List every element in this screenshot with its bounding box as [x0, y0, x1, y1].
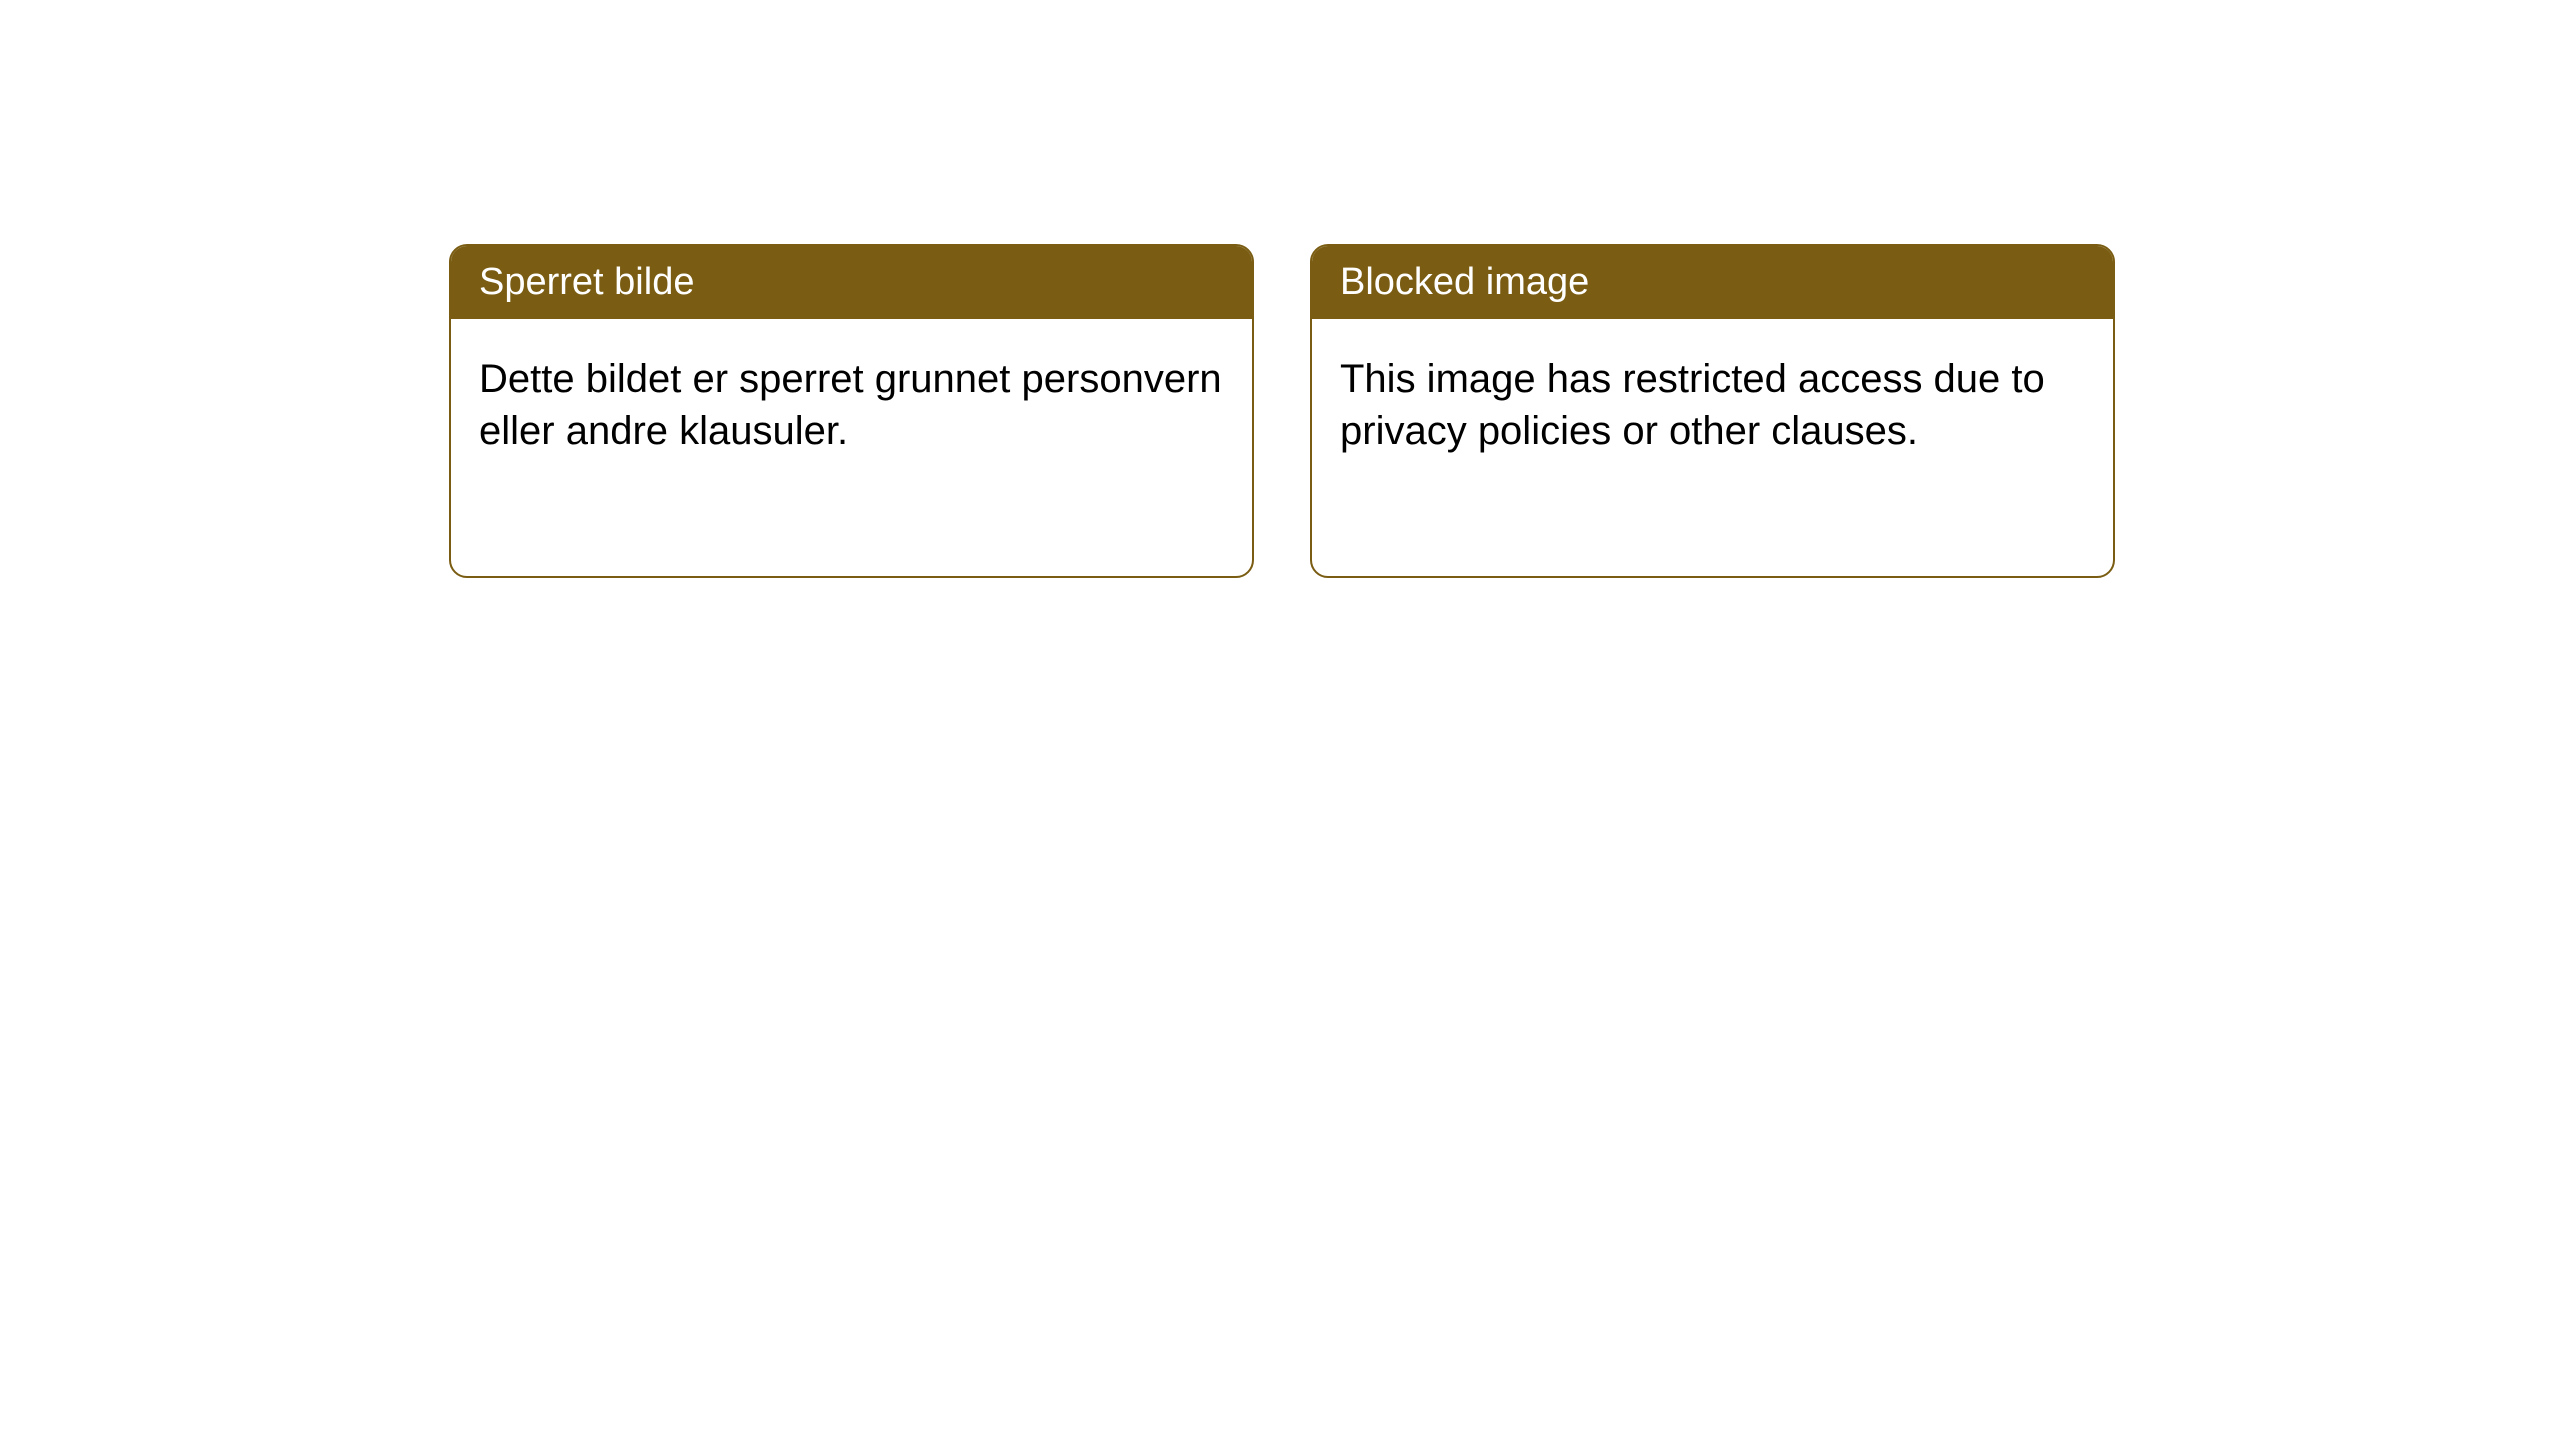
card-title-norwegian: Sperret bilde	[451, 246, 1252, 319]
notice-card-english: Blocked image This image has restricted …	[1310, 244, 2115, 578]
card-title-english: Blocked image	[1312, 246, 2113, 319]
notice-card-norwegian: Sperret bilde Dette bildet er sperret gr…	[449, 244, 1254, 578]
card-body-norwegian: Dette bildet er sperret grunnet personve…	[451, 319, 1252, 491]
card-body-english: This image has restricted access due to …	[1312, 319, 2113, 491]
notice-cards-container: Sperret bilde Dette bildet er sperret gr…	[449, 244, 2115, 578]
